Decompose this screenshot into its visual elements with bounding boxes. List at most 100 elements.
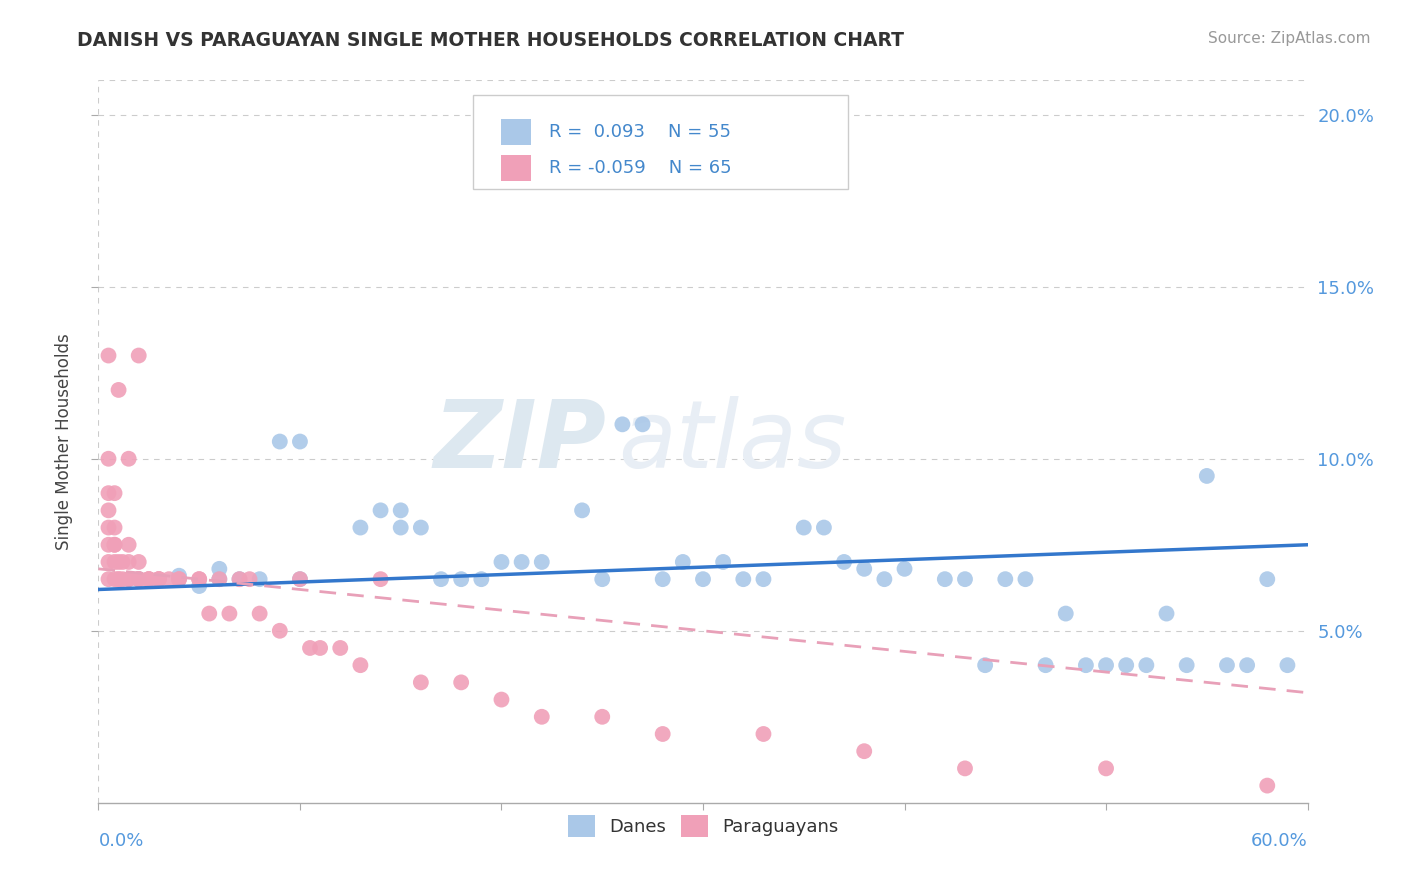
Point	[389, 503, 412, 517]
Point	[1236, 658, 1258, 673]
Point	[157, 572, 180, 586]
Point	[1195, 469, 1218, 483]
Point	[612, 417, 634, 432]
Point	[188, 572, 211, 586]
Point	[103, 538, 125, 552]
Point	[118, 538, 141, 552]
Point	[1175, 658, 1198, 673]
Point	[1074, 658, 1097, 673]
Point	[733, 572, 755, 586]
Point	[288, 572, 311, 586]
Point	[450, 572, 472, 586]
Point	[128, 572, 150, 586]
Point	[198, 607, 221, 621]
Point	[349, 658, 371, 673]
Point	[631, 417, 654, 432]
Point	[167, 572, 190, 586]
Point	[409, 675, 432, 690]
Point	[1256, 779, 1278, 793]
Point	[103, 538, 125, 552]
Point	[249, 572, 271, 586]
Point	[208, 572, 231, 586]
Point	[107, 572, 129, 586]
Point	[571, 503, 593, 517]
Text: atlas: atlas	[619, 396, 846, 487]
Text: 60.0%: 60.0%	[1251, 831, 1308, 850]
Point	[111, 555, 134, 569]
Point	[692, 572, 714, 586]
Point	[409, 520, 432, 534]
Point	[953, 572, 976, 586]
Point	[138, 572, 160, 586]
Point	[530, 555, 553, 569]
Point	[97, 572, 120, 586]
Point	[370, 572, 392, 586]
Text: R = -0.059    N = 65: R = -0.059 N = 65	[550, 160, 733, 178]
Point	[167, 572, 190, 586]
Point	[389, 520, 412, 534]
Point	[711, 555, 734, 569]
Point	[934, 572, 956, 586]
Point	[651, 572, 673, 586]
Point	[853, 562, 876, 576]
Point	[288, 572, 311, 586]
Point	[953, 761, 976, 775]
Point	[1216, 658, 1239, 673]
Point	[591, 710, 613, 724]
Point	[491, 692, 513, 706]
Point	[208, 562, 231, 576]
Text: Source: ZipAtlas.com: Source: ZipAtlas.com	[1208, 31, 1371, 46]
Point	[107, 555, 129, 569]
Point	[118, 572, 141, 586]
Text: R =  0.093    N = 55: R = 0.093 N = 55	[550, 123, 731, 141]
Point	[228, 572, 250, 586]
Point	[118, 451, 141, 466]
Point	[128, 572, 150, 586]
Point	[752, 572, 775, 586]
Point	[269, 434, 291, 449]
Text: 0.0%: 0.0%	[98, 831, 143, 850]
Point	[97, 451, 120, 466]
Bar	[501, 120, 531, 145]
Point	[128, 572, 150, 586]
Point	[651, 727, 673, 741]
Point	[97, 486, 120, 500]
Point	[1035, 658, 1057, 673]
Point	[1014, 572, 1036, 586]
Point	[218, 607, 240, 621]
Point	[97, 503, 120, 517]
Point	[591, 572, 613, 586]
Point	[370, 503, 392, 517]
Point	[208, 572, 231, 586]
Point	[167, 568, 190, 582]
Point	[148, 572, 170, 586]
Text: ZIP: ZIP	[433, 395, 606, 488]
Point	[107, 383, 129, 397]
Point	[309, 640, 332, 655]
Point	[188, 572, 211, 586]
Point	[138, 572, 160, 586]
Point	[793, 520, 815, 534]
Y-axis label: Single Mother Households: Single Mother Households	[55, 334, 73, 549]
Legend: Danes, Paraguayans: Danes, Paraguayans	[561, 808, 845, 845]
Point	[103, 520, 125, 534]
Point	[288, 434, 311, 449]
Point	[1054, 607, 1077, 621]
Point	[97, 520, 120, 534]
FancyBboxPatch shape	[474, 95, 848, 189]
Point	[1156, 607, 1178, 621]
Point	[832, 555, 855, 569]
Point	[530, 710, 553, 724]
Point	[491, 555, 513, 569]
Point	[470, 572, 492, 586]
Point	[188, 579, 211, 593]
Point	[510, 555, 533, 569]
Point	[1115, 658, 1137, 673]
Point	[128, 555, 150, 569]
Point	[118, 555, 141, 569]
Point	[430, 572, 453, 586]
Point	[329, 640, 352, 655]
Point	[299, 640, 322, 655]
Point	[249, 607, 271, 621]
Point	[974, 658, 997, 673]
